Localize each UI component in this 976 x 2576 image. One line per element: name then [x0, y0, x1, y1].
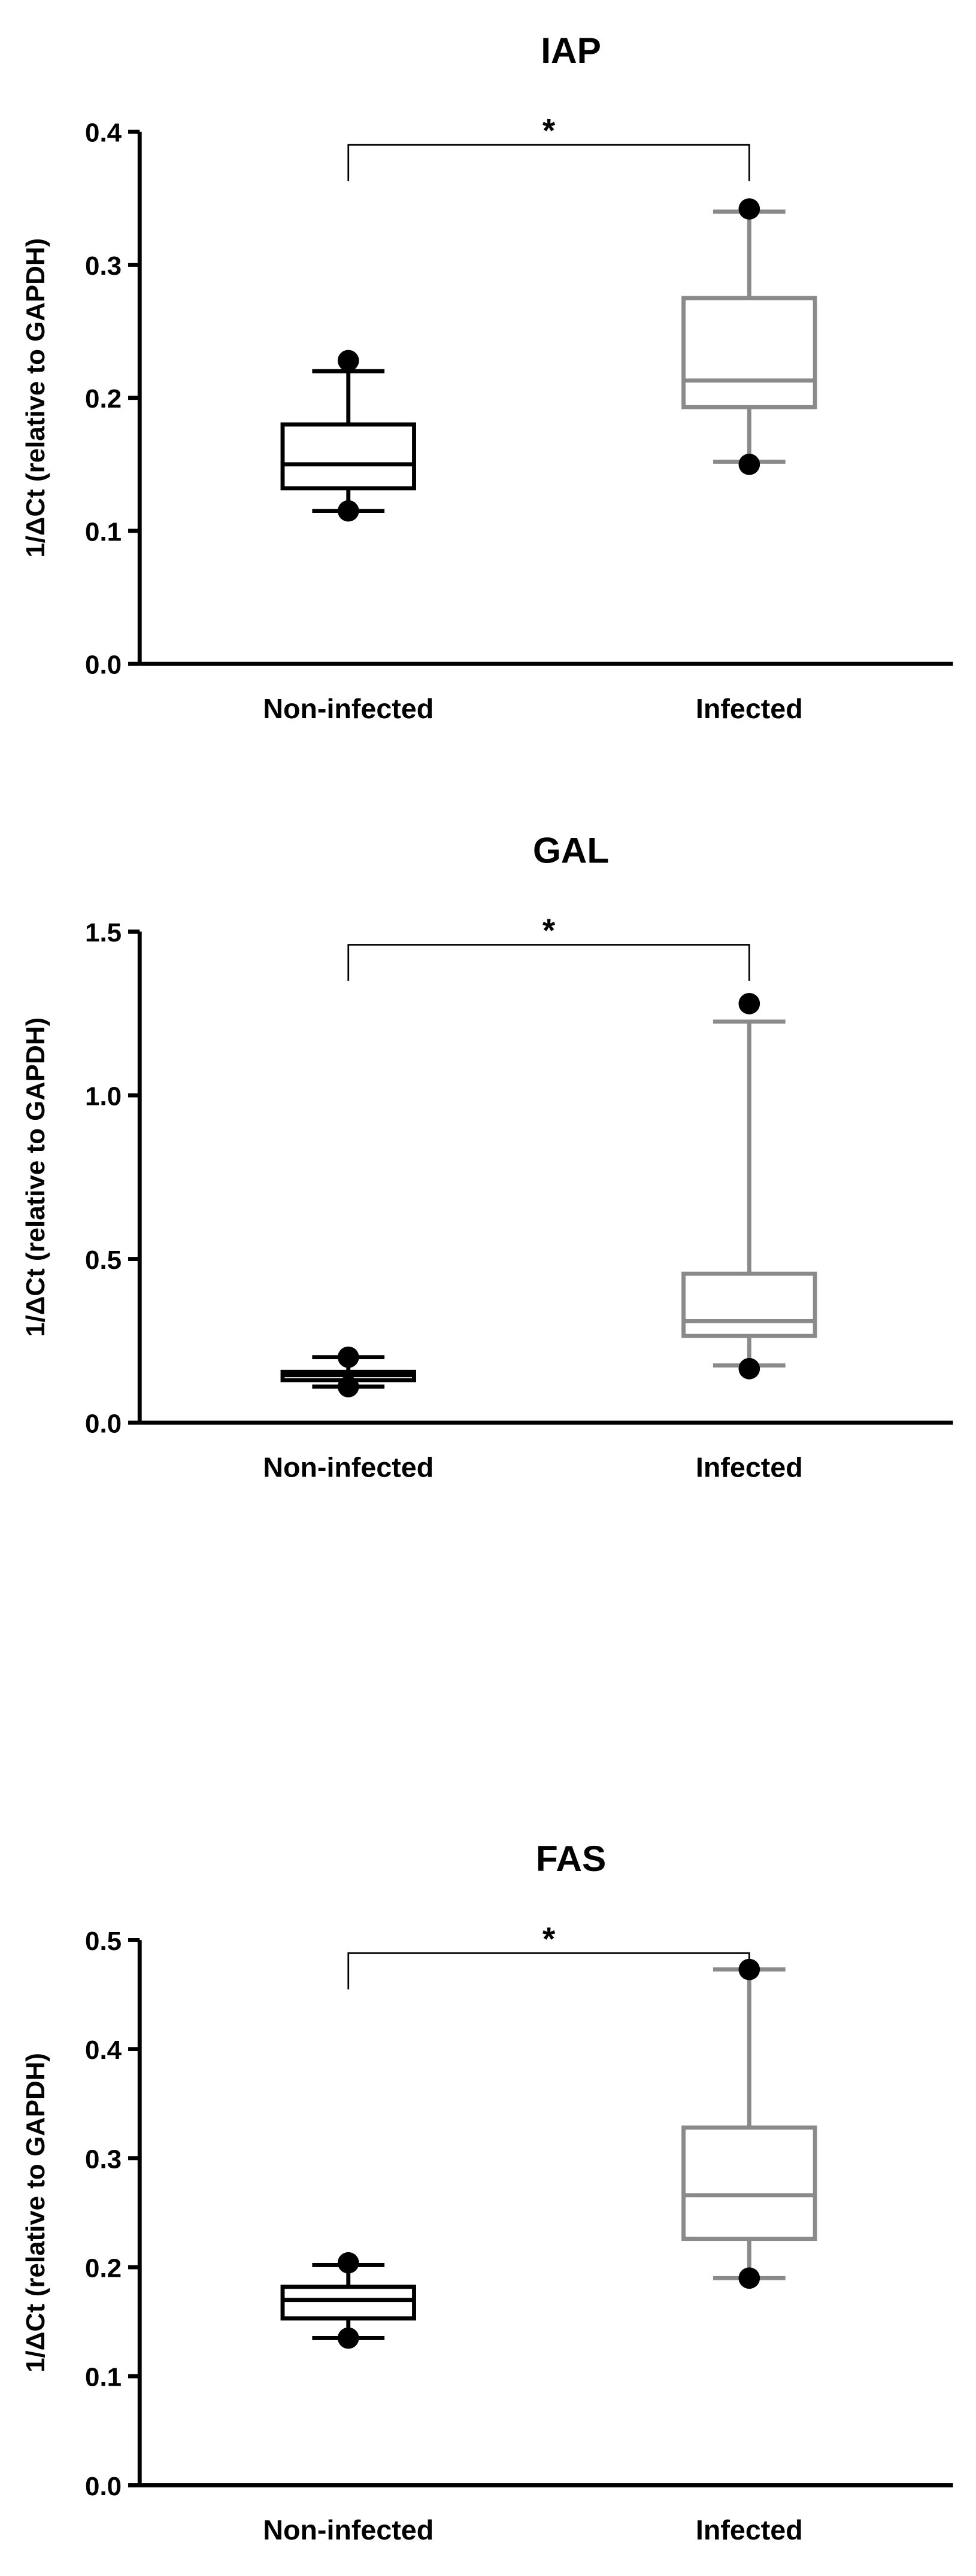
- outlier-point: [337, 500, 359, 522]
- y-tick-label: 0.3: [85, 2144, 122, 2174]
- outlier-point: [337, 1376, 359, 1398]
- y-tick-label: 0.1: [85, 2363, 122, 2392]
- y-tick-label: 0.4: [85, 119, 122, 148]
- y-tick-label: 0.0: [85, 2472, 122, 2501]
- outlier-point: [738, 198, 760, 220]
- outlier-point: [337, 2252, 359, 2274]
- y-tick-label: 0.1: [85, 517, 122, 546]
- x-tick-label: Infected: [696, 1452, 803, 1483]
- y-tick-label: 0.0: [85, 651, 122, 680]
- significance-label: *: [542, 1920, 556, 1957]
- x-tick-label: Non-infected: [263, 1452, 434, 1483]
- outlier-point: [738, 2267, 760, 2289]
- y-tick-label: 1.5: [85, 918, 122, 947]
- outlier-point: [738, 1357, 760, 1380]
- chart-title: FAS: [536, 1838, 606, 1879]
- significance-bracket: [347, 144, 750, 181]
- y-tick-label: 0.3: [85, 251, 122, 281]
- outlier-point: [337, 350, 359, 372]
- y-tick-label: 0.0: [85, 1409, 122, 1438]
- box: [280, 422, 416, 491]
- significance-bracket: [347, 1952, 750, 1989]
- y-axis-label: 1/ΔCt (relative to GAPDH): [21, 2053, 50, 2373]
- chart-title: GAL: [533, 830, 609, 870]
- outlier-point: [738, 453, 760, 475]
- significance-label: *: [542, 112, 556, 149]
- x-tick-label: Infected: [696, 2514, 803, 2545]
- significance-label: *: [542, 912, 556, 949]
- outlier-point: [738, 993, 760, 1014]
- y-axis-label: 1/ΔCt (relative to GAPDH): [21, 238, 50, 558]
- y-tick-label: 0.2: [85, 384, 122, 414]
- box: [681, 296, 817, 409]
- x-tick-label: Non-infected: [263, 693, 434, 724]
- box: [681, 1271, 817, 1338]
- y-tick-label: 0.2: [85, 2254, 122, 2283]
- y-tick-label: 0.5: [85, 1927, 122, 1956]
- chart-title: IAP: [541, 30, 601, 71]
- significance-bracket: [347, 944, 750, 981]
- outlier-point: [337, 1346, 359, 1368]
- outlier-point: [738, 1958, 760, 1980]
- box: [280, 2285, 416, 2321]
- y-axis-label: 1/ΔCt (relative to GAPDH): [21, 1017, 50, 1337]
- y-tick-label: 1.0: [85, 1082, 122, 1111]
- x-tick-label: Infected: [696, 693, 803, 724]
- outlier-point: [337, 2327, 359, 2349]
- x-tick-label: Non-infected: [263, 2514, 434, 2545]
- y-tick-label: 0.5: [85, 1246, 122, 1275]
- y-tick-label: 0.4: [85, 2036, 122, 2065]
- box: [681, 2125, 817, 2241]
